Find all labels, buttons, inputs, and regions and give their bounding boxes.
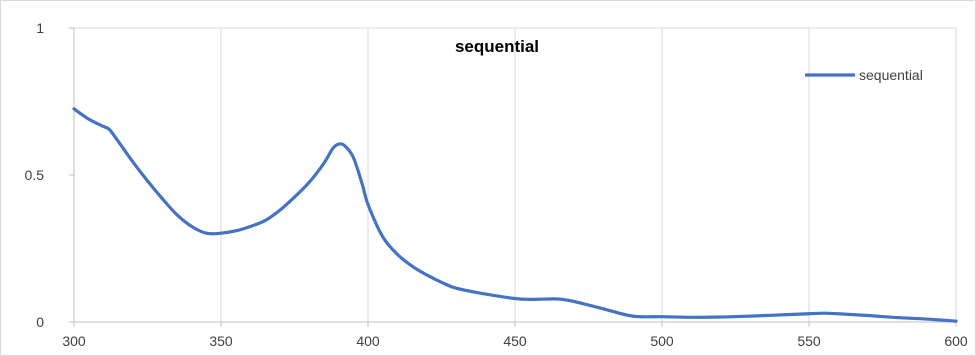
x-tick-label: 450 — [503, 333, 527, 349]
x-tick-label: 500 — [650, 333, 674, 349]
y-tick-label: 1 — [36, 20, 44, 36]
series-lines — [72, 107, 958, 323]
legend: sequential — [805, 67, 923, 83]
x-tick-label: 300 — [62, 333, 86, 349]
chart-title: sequential — [455, 37, 539, 56]
x-tick-label: 550 — [797, 333, 821, 349]
x-tick-label: 600 — [944, 333, 968, 349]
legend-label: sequential — [859, 67, 923, 83]
series-line-sequential — [72, 107, 958, 323]
y-tick-label: 0 — [36, 314, 44, 330]
tick-labels: 0 0.5 1 300 350 400 450 500 550 600 — [25, 20, 968, 349]
grid-lines — [74, 27, 957, 322]
x-tick-label: 350 — [209, 333, 233, 349]
y-tick-label: 0.5 — [25, 167, 45, 183]
x-tick-label: 400 — [356, 333, 380, 349]
